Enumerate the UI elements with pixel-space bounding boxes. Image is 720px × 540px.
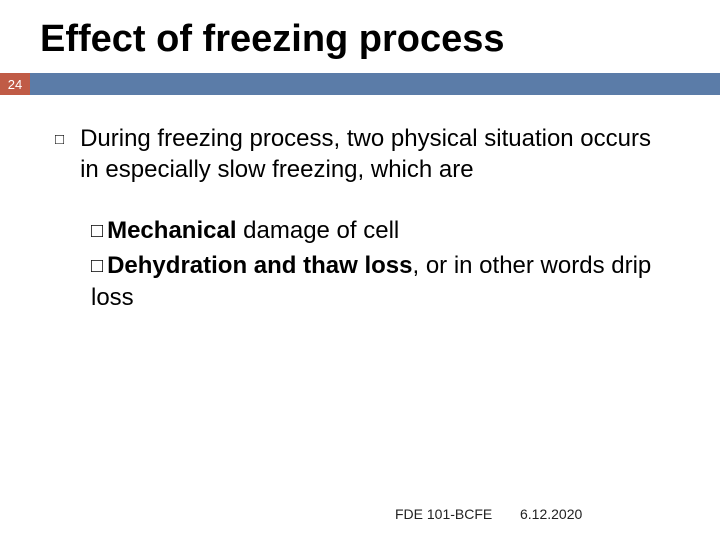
accent-bar [30, 73, 720, 95]
square-bullet-icon: □ [55, 130, 64, 150]
footer-course-code: FDE 101-BCFE [395, 506, 492, 522]
intro-text: During freezing process, two physical si… [80, 123, 670, 185]
sub-item-bold: Mechanical [107, 217, 236, 244]
sub-item: □Dehydration and thaw loss, or in other … [91, 250, 670, 315]
sub-list: □Mechanical damage of cell □Dehydration … [55, 185, 670, 314]
sub-item-rest: damage of cell [236, 217, 399, 244]
sub-item-bold: Dehydration and thaw loss [107, 252, 412, 279]
slide-title: Effect of freezing process [0, 0, 720, 73]
content-area: □ During freezing process, two physical … [0, 95, 720, 315]
bullet-item: □ During freezing process, two physical … [55, 123, 670, 185]
page-number-badge: 24 [0, 73, 30, 95]
sub-item: □Mechanical damage of cell [91, 215, 670, 247]
footer-date: 6.12.2020 [520, 506, 582, 522]
checkbox-bullet-icon: □ [91, 253, 103, 280]
header-bar: 24 [0, 73, 720, 95]
checkbox-bullet-icon: □ [91, 218, 103, 245]
